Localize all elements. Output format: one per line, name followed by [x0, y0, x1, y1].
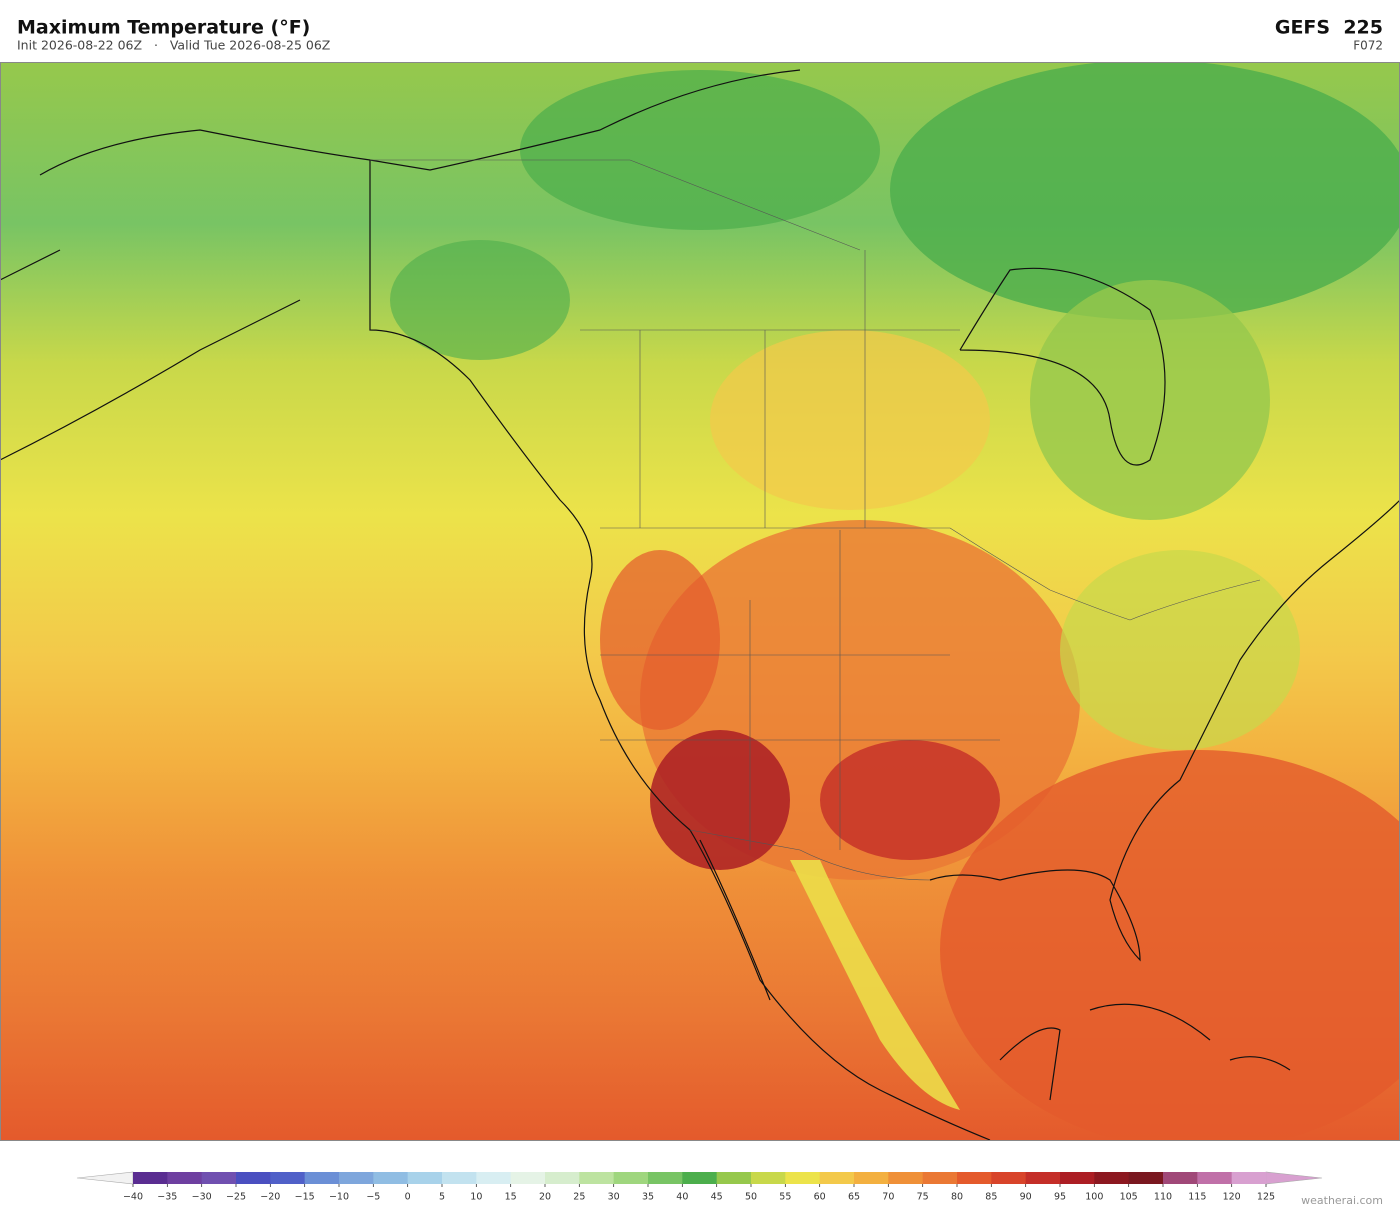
colorbar-bin [1231, 1172, 1267, 1184]
colorbar-bin [270, 1172, 306, 1184]
colorbar-bin [510, 1172, 546, 1184]
colorbar-tick-label: 90 [1020, 1192, 1032, 1203]
watermark: weatherai.com [1301, 1194, 1383, 1207]
colorbar-tick-label: 105 [1120, 1192, 1138, 1203]
colorbar-bin [716, 1172, 752, 1184]
colorbar-bin [407, 1172, 443, 1184]
colorbar-bin [1163, 1172, 1198, 1184]
coastlines [0, 69, 1400, 1140]
colorbar-tick-label: 60 [814, 1192, 826, 1203]
colorbar-over [1265, 1171, 1323, 1185]
colorbar-bin [957, 1172, 992, 1184]
colorbar-bin [1025, 1172, 1061, 1184]
field-area [890, 62, 1400, 320]
colorbar-tick-label: −35 [157, 1192, 177, 1203]
colorbar-tick-label: 20 [539, 1192, 551, 1203]
colorbar-bin [751, 1172, 786, 1184]
model-label: GEFS 225 [1275, 17, 1383, 39]
field-area [710, 330, 990, 510]
colorbar-bin [1060, 1172, 1095, 1184]
colorbar-tick-label: 0 [405, 1192, 411, 1203]
colorbar-bin [201, 1172, 237, 1184]
field-area [390, 240, 570, 360]
colorbar-tick-label: −30 [192, 1192, 212, 1203]
colorbar-bin [819, 1172, 855, 1184]
colorbar-under [76, 1171, 134, 1185]
colorbar-tick-label: 100 [1085, 1192, 1103, 1203]
colorbar-bin [236, 1172, 271, 1184]
colorbar-tick-label: −5 [366, 1192, 380, 1203]
borders [370, 159, 1261, 881]
field-area [820, 740, 1000, 860]
forecast-hour: F072 [1353, 39, 1383, 53]
colorbar-tick-label: 95 [1054, 1192, 1066, 1203]
colorbar-tick-label: 45 [711, 1192, 723, 1203]
colorbar-tick-label: 10 [470, 1192, 482, 1203]
map [0, 62, 1400, 1140]
colorbar-tick-label: 55 [779, 1192, 791, 1203]
title: Maximum Temperature (°F) [17, 17, 310, 39]
field-area [1030, 280, 1270, 520]
colorbar-bin [442, 1172, 477, 1184]
colorbar-bin [545, 1172, 580, 1184]
colorbar-bin [785, 1172, 821, 1184]
colorbar: −40 −35 −30 −25 −20 −15 −10 −5 0 5 10 15 20 25 30 35 40 4… [76, 1171, 1323, 1203]
colorbar-bin [373, 1172, 409, 1184]
colorbar-tick-label: 75 [917, 1192, 929, 1203]
colorbar-bin [648, 1172, 683, 1184]
colorbar-tick-label: 125 [1257, 1192, 1275, 1203]
colorbar-bin [339, 1172, 374, 1184]
field-area [520, 70, 880, 230]
colorbar-bin [854, 1172, 889, 1184]
subtitle: Init 2026-08-22 06Z · Valid Tue 2026-08-… [17, 38, 330, 53]
colorbar-tick-label: 110 [1154, 1192, 1172, 1203]
colorbar-tick-label: 5 [439, 1192, 445, 1203]
colorbar-bin [888, 1172, 924, 1184]
colorbar-bin [304, 1172, 340, 1184]
colorbar-tick-label: 40 [676, 1192, 688, 1203]
field-area [600, 550, 720, 730]
colorbar-tick-label: 25 [573, 1192, 585, 1203]
colorbar-bin [133, 1172, 168, 1184]
colorbar-tick-label: −10 [329, 1192, 349, 1203]
colorbar-bin [991, 1172, 1027, 1184]
colorbar-tick-label: 15 [505, 1192, 517, 1203]
colorbar-bin [167, 1172, 203, 1184]
colorbar-tick-label: −25 [226, 1192, 246, 1203]
colorbar-tick-label: 85 [985, 1192, 997, 1203]
colorbar-tick-label: 30 [608, 1192, 620, 1203]
colorbar-tick-label: −15 [295, 1192, 315, 1203]
colorbar-tick-label: 80 [951, 1192, 963, 1203]
colorbar-bin [579, 1172, 615, 1184]
colorbar-tick-label: 115 [1188, 1192, 1206, 1203]
colorbar-tick-label: −20 [260, 1192, 280, 1203]
colorbar-tick-label: 50 [745, 1192, 757, 1203]
colorbar-bin [1094, 1172, 1130, 1184]
colorbar-tick-label: 65 [848, 1192, 860, 1203]
colorbar-bin [1197, 1172, 1233, 1184]
colorbar-bin [476, 1172, 512, 1184]
field-area [790, 860, 960, 1110]
field-area [1060, 550, 1300, 750]
colorbar-tick-label: 70 [882, 1192, 894, 1203]
colorbar-bin [613, 1172, 649, 1184]
colorbar-bin [1128, 1172, 1164, 1184]
colorbar-tick-label: 120 [1223, 1192, 1241, 1203]
field-area [940, 750, 1400, 1140]
colorbar-tick-label: 35 [642, 1192, 654, 1203]
field-area [650, 730, 790, 870]
colorbar-bin [682, 1172, 718, 1184]
colorbar-tick-label: −40 [123, 1192, 143, 1203]
colorbar-bin [922, 1172, 958, 1184]
